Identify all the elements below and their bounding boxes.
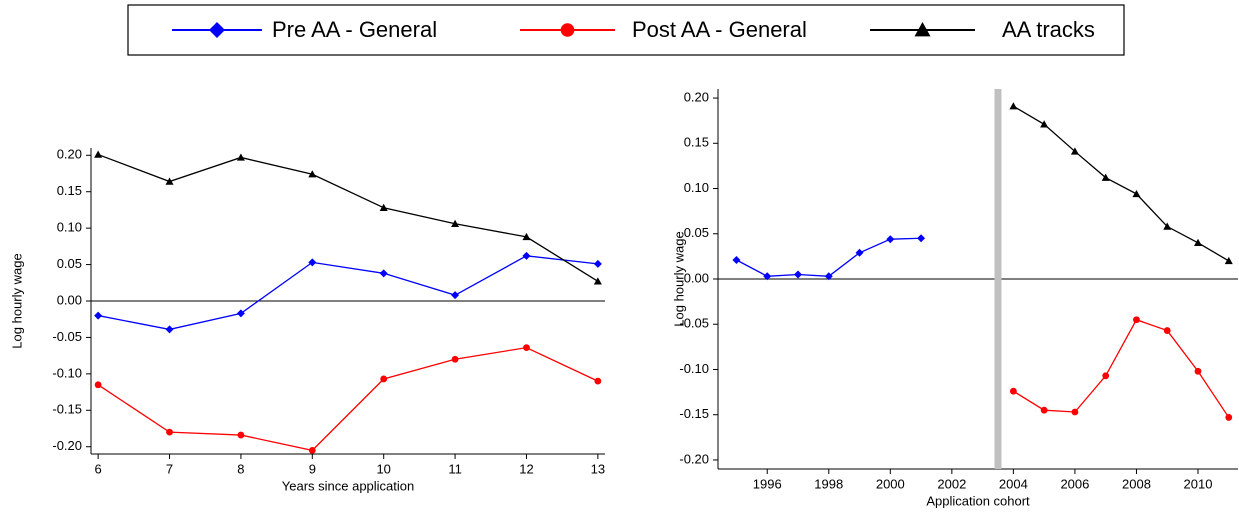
- x-axis-title: Years since application: [282, 478, 415, 493]
- y-tick-label: -0.10: [52, 365, 82, 380]
- marker: [1040, 406, 1048, 414]
- marker: [917, 234, 926, 243]
- x-tick-label: 10: [376, 461, 390, 476]
- marker: [308, 170, 317, 178]
- series-line: [1013, 318, 1230, 418]
- marker: [451, 291, 460, 300]
- marker: [166, 428, 173, 436]
- x-tick-label: 11: [448, 461, 462, 476]
- y-tick-label: 0.00: [684, 270, 709, 285]
- y-tick-label: 0.10: [684, 180, 709, 195]
- marker: [1009, 102, 1018, 110]
- x-tick-label: 9: [309, 461, 316, 476]
- marker: [1194, 367, 1202, 375]
- marker: [379, 203, 388, 211]
- y-tick-label: 0.20: [57, 147, 82, 162]
- marker: [379, 269, 388, 278]
- marker: [165, 177, 174, 185]
- marker: [763, 272, 772, 281]
- y-tick-label: -0.10: [679, 361, 709, 376]
- marker: [237, 431, 245, 439]
- marker: [451, 355, 459, 363]
- y-tick-label: 0.20: [684, 89, 709, 104]
- marker: [308, 446, 316, 454]
- marker: [94, 381, 102, 389]
- x-axis-title: Application cohort: [926, 493, 1030, 508]
- marker: [1009, 387, 1017, 395]
- marker: [308, 258, 317, 267]
- marker: [236, 309, 245, 318]
- marker: [1224, 256, 1233, 265]
- marker: [1194, 238, 1202, 247]
- marker: [1132, 189, 1141, 198]
- marker: [1225, 414, 1233, 421]
- marker: [1133, 316, 1140, 324]
- marker: [824, 272, 833, 281]
- marker: [165, 325, 174, 334]
- legend-marker: [560, 23, 575, 37]
- marker: [1163, 222, 1172, 230]
- marker: [1071, 408, 1079, 416]
- marker: [94, 311, 103, 320]
- marker: [886, 235, 895, 244]
- x-tick-label: 2008: [1122, 476, 1151, 491]
- legend-label: Post AA - General: [632, 17, 807, 42]
- x-tick-label: 8: [237, 461, 244, 476]
- x-tick-label: 2006: [1060, 476, 1089, 491]
- legend-marker: [914, 22, 931, 37]
- marker: [451, 219, 460, 227]
- legend-box: [127, 4, 1125, 56]
- x-tick-label: 7: [166, 461, 173, 476]
- marker: [1070, 147, 1079, 155]
- marker: [236, 153, 245, 161]
- y-tick-label: 0.10: [57, 220, 82, 235]
- y-tick-label: -0.15: [679, 406, 709, 421]
- y-tick-label: -0.05: [679, 316, 709, 331]
- marker: [794, 270, 802, 279]
- marker: [1040, 120, 1049, 128]
- x-tick-label: 2010: [1184, 476, 1213, 491]
- marker: [1102, 372, 1110, 380]
- y-tick-label: -0.15: [52, 402, 82, 417]
- series-line: [736, 237, 922, 277]
- marker: [593, 277, 602, 285]
- y-tick-label: 0.00: [57, 292, 82, 307]
- marker: [380, 375, 388, 383]
- marker: [522, 232, 531, 241]
- x-tick-label: 1998: [814, 476, 843, 491]
- x-tick-label: 2004: [999, 476, 1028, 491]
- y-axis-title: Log hourly wage: [9, 253, 24, 348]
- y-tick-label: 0.05: [57, 256, 82, 271]
- marker: [732, 256, 741, 264]
- y-tick-label: -0.05: [52, 329, 82, 344]
- series-line: [1013, 105, 1230, 262]
- legend-label: AA tracks: [1002, 17, 1095, 42]
- marker: [593, 259, 602, 268]
- legend-marker: [209, 22, 225, 38]
- marker: [523, 344, 530, 352]
- y-axis-title: Log hourly wage: [671, 231, 686, 326]
- marker: [522, 251, 531, 260]
- x-tick-label: 2000: [876, 476, 905, 491]
- y-tick-label: -0.20: [679, 451, 709, 466]
- x-tick-label: 6: [95, 461, 102, 476]
- y-tick-label: 0.15: [57, 183, 82, 198]
- series-line: [98, 255, 598, 331]
- marker: [855, 248, 864, 257]
- marker: [94, 150, 103, 158]
- legend-label: Pre AA - General: [272, 17, 437, 42]
- marker: [1101, 173, 1110, 181]
- x-tick-label: 13: [591, 461, 605, 476]
- series-line: [97, 153, 599, 282]
- marker: [594, 377, 602, 385]
- x-tick-label: 2002: [937, 476, 966, 491]
- x-tick-label: 12: [519, 461, 533, 476]
- y-tick-label: 0.05: [684, 225, 709, 240]
- x-tick-label: 1996: [753, 476, 782, 491]
- y-tick-label: -0.20: [52, 438, 82, 453]
- marker: [1163, 327, 1171, 334]
- series-line: [97, 346, 599, 452]
- y-tick-label: 0.15: [684, 135, 709, 150]
